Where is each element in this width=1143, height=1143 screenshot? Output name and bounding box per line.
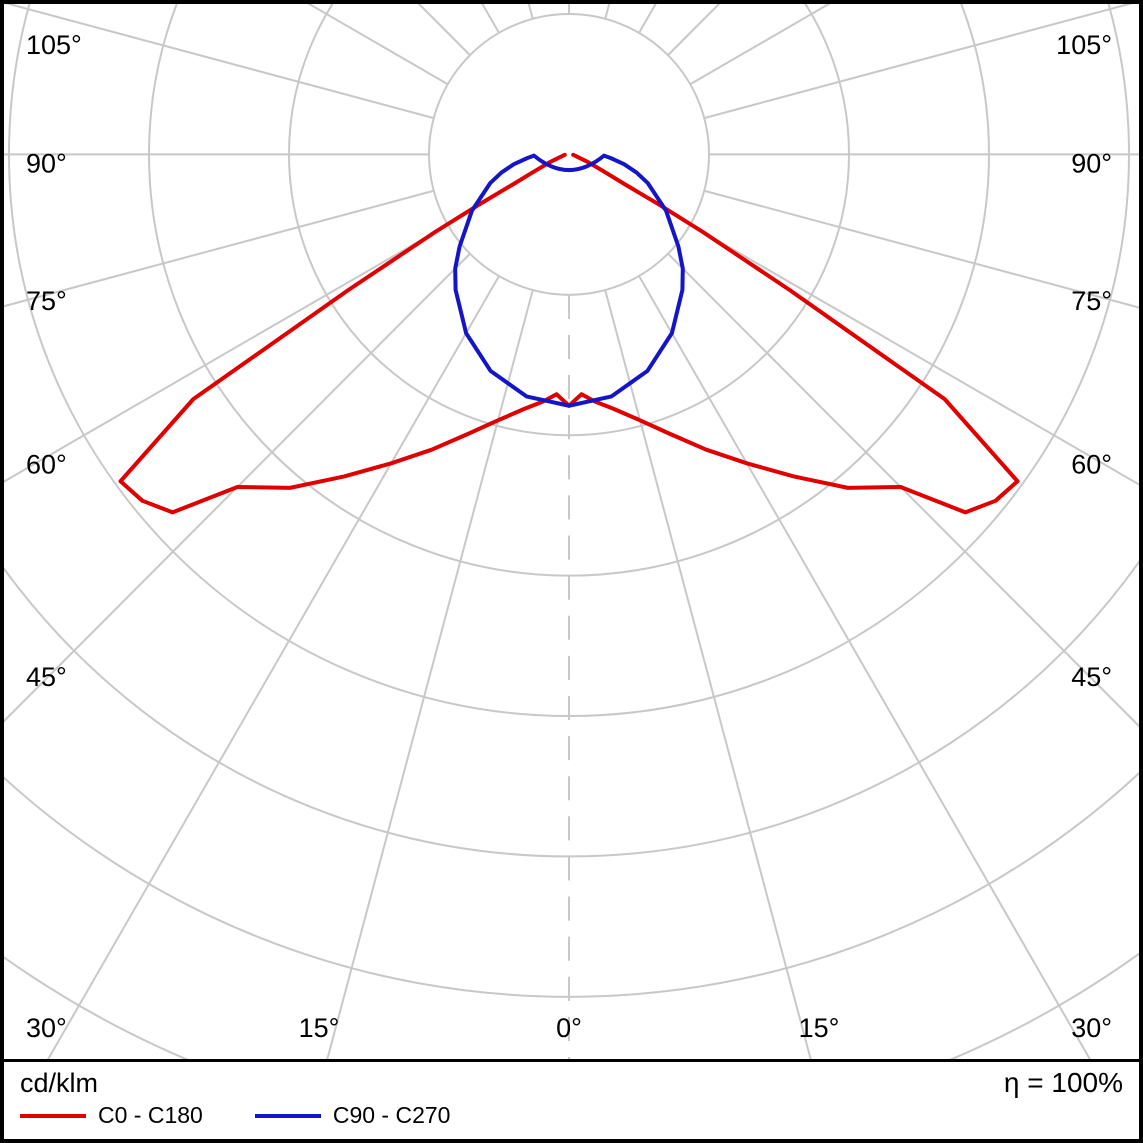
legend-label: C0 - C180 <box>98 1102 203 1128</box>
angle-label: 105° <box>26 30 82 60</box>
legend-color-swatch <box>254 1113 321 1118</box>
polar-plot-area: 105° 90° 75° 60° 45° 30° 15° 0° 15° 30° 45° 60° 75° 9… <box>4 4 1139 1059</box>
angle-label: 0° <box>556 1013 582 1043</box>
polar-grid <box>4 4 1139 1059</box>
series-c90-c270 <box>453 153 685 408</box>
grid-ring <box>4 952 1139 1059</box>
angle-label: 15° <box>799 1013 840 1043</box>
grid-ring <box>428 13 710 296</box>
grid-radial <box>638 275 1091 1059</box>
unit-label: cd/klm <box>20 1068 99 1098</box>
grid-radial <box>47 275 500 1059</box>
angle-label: 60° <box>26 449 67 479</box>
angle-label: 75° <box>26 286 67 316</box>
grid-radial <box>326 289 534 1059</box>
legend-color-swatch <box>20 1113 86 1118</box>
grid-radial <box>4 223 449 483</box>
grid-ring <box>4 560 1139 858</box>
legend-item: C90 - C270 <box>254 1102 451 1129</box>
grid-radial <box>527 4 534 20</box>
angle-label: 90° <box>26 148 67 178</box>
angle-label: 60° <box>1071 449 1112 479</box>
grid-radial <box>604 289 812 1059</box>
grid-radial <box>604 4 611 20</box>
grid-radial <box>481 4 500 34</box>
grid-ring <box>148 4 990 577</box>
photometric-polar-chart: 105° 90° 75° 60° 45° 30° 15° 0° 15° 30° 45° 60° 75° 9… <box>4 4 1139 1059</box>
legend: C0 - C180 C90 - C270 <box>20 1102 1123 1129</box>
efficiency-label: η = 100% <box>1003 1067 1123 1098</box>
angle-label: 15° <box>299 1013 340 1043</box>
angle-label: 75° <box>1071 286 1112 316</box>
grid-radial <box>4 189 435 308</box>
grid-radial <box>689 223 1139 486</box>
grid-radial <box>5 4 435 120</box>
angle-label: 105° <box>1056 30 1112 60</box>
grid-radial <box>667 253 1139 728</box>
grid-radial <box>703 4 1133 120</box>
footer-top-row: cd/klm η = 100% <box>20 1067 1123 1099</box>
angle-label: 90° <box>1071 148 1112 178</box>
angle-label: 45° <box>1071 662 1112 692</box>
angle-label: 30° <box>1071 1013 1112 1043</box>
grid-ring <box>8 4 1130 717</box>
grid-radial <box>703 189 1139 309</box>
footer: cd/klm η = 100% C0 - C180 C90 - C270 <box>4 1059 1139 1139</box>
legend-label: C90 - C270 <box>332 1102 451 1128</box>
angle-label: 45° <box>26 662 67 692</box>
grid-radial <box>4 253 471 723</box>
legend-item: C0 - C180 <box>20 1102 203 1129</box>
grid-ring <box>288 4 850 437</box>
angle-label: 30° <box>26 1013 67 1043</box>
